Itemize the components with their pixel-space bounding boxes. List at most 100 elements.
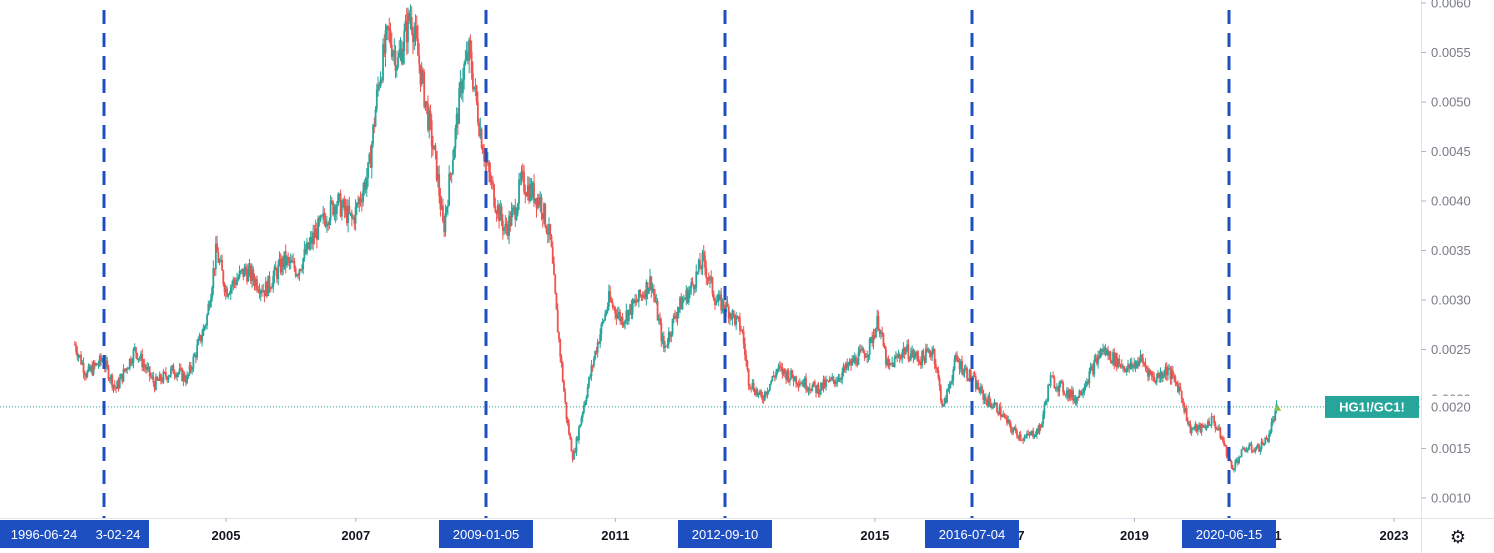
candle [433,145,436,150]
candle [1220,435,1223,440]
candle [140,350,142,361]
candle [634,294,636,308]
candle [918,359,921,365]
candle [796,382,799,388]
candle [1004,414,1007,420]
candle [853,352,856,365]
candle [518,172,520,210]
price-tick-label: 0.0060 [1431,0,1471,11]
candle [304,243,307,255]
candle [758,389,761,396]
candle [682,294,685,303]
candle [289,253,292,270]
candle [378,81,381,92]
candle [677,306,680,319]
candle [367,162,369,187]
candle [1178,382,1181,396]
candle [546,223,549,244]
candle [1264,436,1267,445]
candle [1142,353,1144,367]
candle [817,381,820,398]
candle [199,334,202,344]
candle [770,379,773,386]
candle [566,416,569,427]
candle [642,291,645,299]
candle [239,269,242,275]
candle [1194,421,1197,432]
candle [984,392,987,405]
candle [474,78,477,97]
candle [1160,370,1163,383]
candle [933,348,936,370]
candle [123,368,126,373]
candle [1029,431,1032,436]
candle [323,208,326,227]
candle [1114,352,1117,367]
candle [363,179,366,196]
candle [194,352,197,364]
candle [101,357,104,363]
symbol-label: HG1!/GC1! [1339,399,1405,414]
candle [1098,350,1101,360]
time-axis[interactable]: 2005 2007 2011 2015 2019 2023 7 1 [212,518,1409,543]
candle [676,306,679,326]
price-tick-label: 0.0045 [1431,144,1471,159]
candle [166,375,169,383]
candle [81,359,84,366]
candle [1058,380,1061,397]
candle [928,348,931,358]
date-badge-label: 3-02-24 [96,527,141,542]
candle [469,34,472,59]
gear-icon[interactable]: ⚙ [1449,526,1467,547]
candle [423,69,426,109]
candle [136,352,139,361]
candle [901,349,904,364]
candle [912,348,915,364]
candle [238,265,241,280]
date-badge-label: 2009-01-05 [453,527,520,542]
candle [1183,401,1186,415]
candle [360,193,363,212]
candle [568,419,570,436]
candle [234,277,237,289]
candle [1154,379,1157,385]
candle [349,212,352,217]
candle [364,176,367,194]
candle [681,296,684,310]
candle [335,201,338,221]
candle [479,117,482,140]
candle [263,290,266,303]
candle [73,341,76,346]
candle [826,379,829,382]
candle [727,304,730,324]
candle [317,215,320,241]
candle [271,283,273,289]
candle [254,276,257,291]
candle [282,255,285,275]
candle [1175,381,1178,387]
candle [158,371,161,382]
candle [1048,384,1051,386]
date-badge-label: 2016-07-04 [939,527,1006,542]
candle [908,356,911,362]
date-badge: 2012-09-10 [678,520,772,548]
candle [629,303,632,315]
candle [463,61,466,90]
candle [262,283,265,293]
candle [640,294,643,302]
candle [576,435,579,442]
candle [108,376,111,384]
candle [570,436,573,452]
candle [771,375,774,382]
candle [212,260,215,296]
candle [1250,441,1253,454]
candle [561,361,564,383]
candle [524,184,527,204]
candle [558,331,560,343]
candle [201,329,203,347]
candle [1074,394,1077,406]
price-axis[interactable]: 0.0010 0.0015 0.0020 0.0025 0.0030 0.0035 0.00… [1421,0,1471,506]
candle [669,331,671,342]
candle [325,215,328,233]
candle [299,268,302,272]
